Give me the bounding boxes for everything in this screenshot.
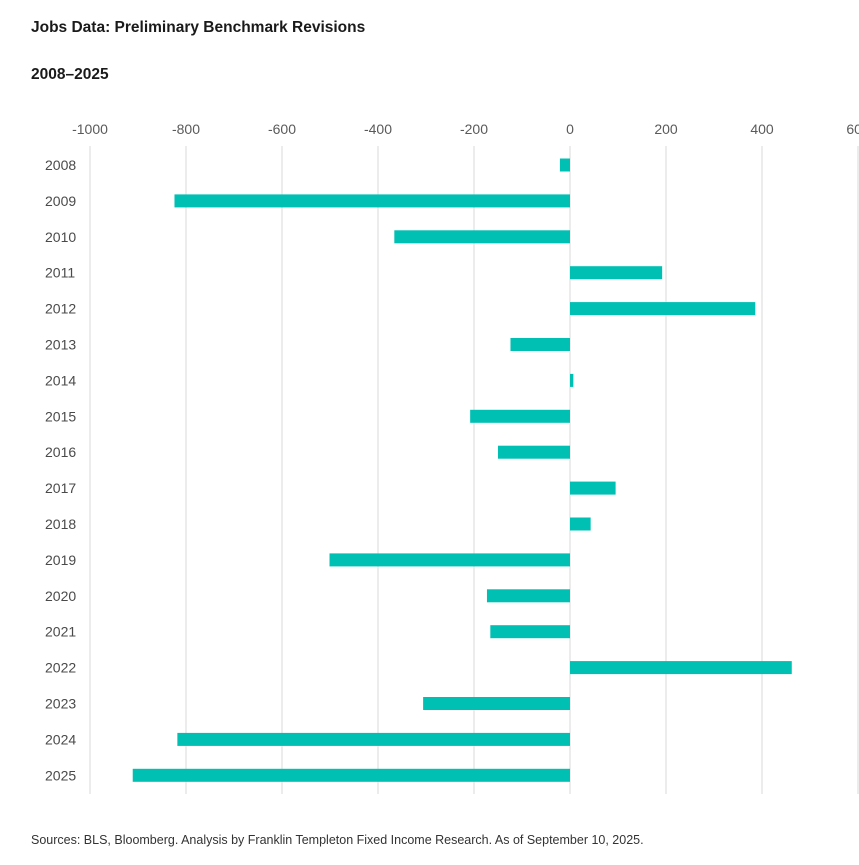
category-label: 2018 — [45, 516, 76, 532]
x-tick-label: -1000 — [72, 121, 108, 137]
bar-2008 — [559, 158, 570, 172]
x-tick-label: -800 — [172, 121, 200, 137]
bar-chart: -1000 -800 -600 -400 -200 0 200 400 600 2008 2009… — [45, 121, 859, 794]
category-label: 2010 — [45, 229, 76, 245]
category-label: 2023 — [45, 696, 76, 712]
bar-2015 — [470, 409, 570, 423]
chart-title: Jobs Data: Preliminary Benchmark Revisio… — [31, 19, 366, 36]
category-label: 2011 — [45, 265, 75, 281]
bar-2011 — [570, 266, 663, 280]
bar-2022 — [570, 661, 792, 675]
bar-2012 — [570, 302, 756, 316]
x-tick-label: 400 — [750, 121, 774, 137]
bar-2009 — [174, 194, 571, 208]
x-tick-label: 200 — [654, 121, 678, 137]
x-tick-label: -400 — [364, 121, 392, 137]
category-label: 2021 — [45, 624, 76, 640]
gridlines — [89, 146, 859, 794]
bar-2021 — [490, 625, 570, 639]
x-tick-label: 600 — [846, 121, 859, 137]
category-label: 2025 — [45, 767, 76, 783]
bar-2023 — [423, 697, 570, 710]
x-axis-tick-labels: -1000 -800 -600 -400 -200 0 200 400 600 — [72, 121, 859, 137]
bar-2010 — [394, 230, 570, 244]
category-label: 2020 — [45, 588, 76, 604]
bar-2016 — [498, 445, 570, 459]
bar-2020 — [486, 589, 570, 603]
x-tick-label: -200 — [460, 121, 488, 137]
category-label: 2012 — [45, 301, 76, 317]
category-label: 2022 — [45, 660, 76, 676]
category-label: 2014 — [45, 372, 76, 388]
category-label: 2024 — [45, 731, 76, 747]
bar-2025 — [132, 768, 570, 782]
category-label: 2013 — [45, 337, 76, 353]
bar-2017 — [570, 481, 616, 495]
category-label: 2017 — [45, 480, 76, 496]
bar-2019 — [329, 553, 570, 567]
bar-2024 — [177, 732, 571, 746]
category-label: 2019 — [45, 552, 76, 568]
bar-2014 — [570, 373, 574, 387]
category-label: 2016 — [45, 444, 76, 460]
bar-2013 — [510, 338, 570, 351]
category-label: 2009 — [45, 193, 76, 209]
source-footnote: Sources: BLS, Bloomberg. Analysis by Fra… — [31, 833, 644, 847]
y-axis-category-labels: 2008 2009 2010 2011 2012 2013 2014 2015 2016 2017… — [45, 157, 76, 783]
bars — [132, 158, 792, 782]
x-tick-label: 0 — [566, 121, 574, 137]
x-tick-label: -600 — [268, 121, 296, 137]
bar-2018 — [570, 517, 591, 531]
category-label: 2015 — [45, 408, 76, 424]
chart-subtitle: 2008–2025 — [31, 66, 109, 83]
category-label: 2008 — [45, 157, 76, 173]
